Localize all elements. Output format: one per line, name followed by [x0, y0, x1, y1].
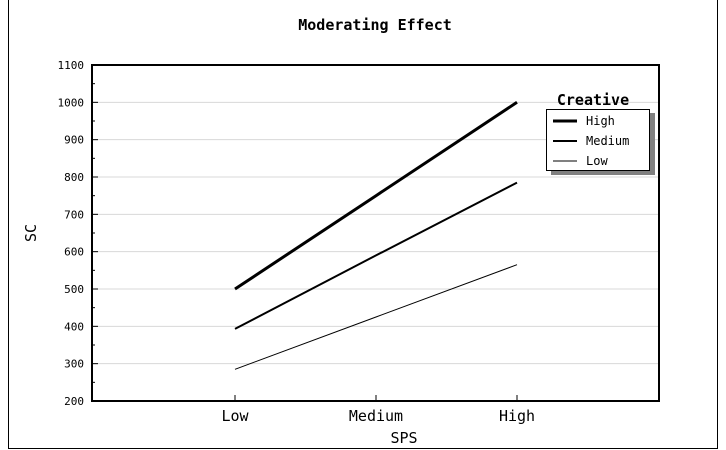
y-tick-label: 200 — [64, 395, 84, 408]
y-tick-label: 600 — [64, 246, 84, 259]
series-lines — [234, 101, 518, 370]
y-axis: 200 300 400 500 600 700 800 900 1000 1100 — [58, 59, 98, 408]
legend-title: Creative — [557, 91, 629, 109]
x-tick-label: High — [499, 407, 535, 425]
series-line-high — [234, 101, 518, 291]
y-tick-label: 1000 — [58, 96, 85, 109]
legend-label-medium: Medium — [586, 134, 629, 148]
y-tick-label: 500 — [64, 283, 84, 296]
x-tick-label: Medium — [349, 407, 403, 425]
chart-frame — [8, 0, 718, 449]
series-line-low — [234, 264, 518, 370]
series-line-medium — [234, 181, 518, 330]
y-tick-label: 800 — [64, 171, 84, 184]
legend: Creative High Medium Low — [546, 91, 655, 175]
x-axis: Low Medium High — [221, 395, 535, 425]
legend-label-low: Low — [586, 154, 608, 168]
chart-title: Moderating Effect — [298, 16, 452, 34]
grid — [92, 101, 659, 365]
x-tick-label: Low — [221, 407, 249, 425]
y-tick-label: 900 — [64, 134, 84, 147]
y-tick-label: 1100 — [58, 59, 85, 72]
y-axis-label: SC — [22, 224, 40, 242]
legend-label-high: High — [586, 114, 615, 128]
y-tick-label: 700 — [64, 208, 84, 221]
y-tick-label: 400 — [64, 320, 84, 333]
y-tick-label: 300 — [64, 358, 84, 371]
x-axis-label: SPS — [390, 429, 417, 447]
